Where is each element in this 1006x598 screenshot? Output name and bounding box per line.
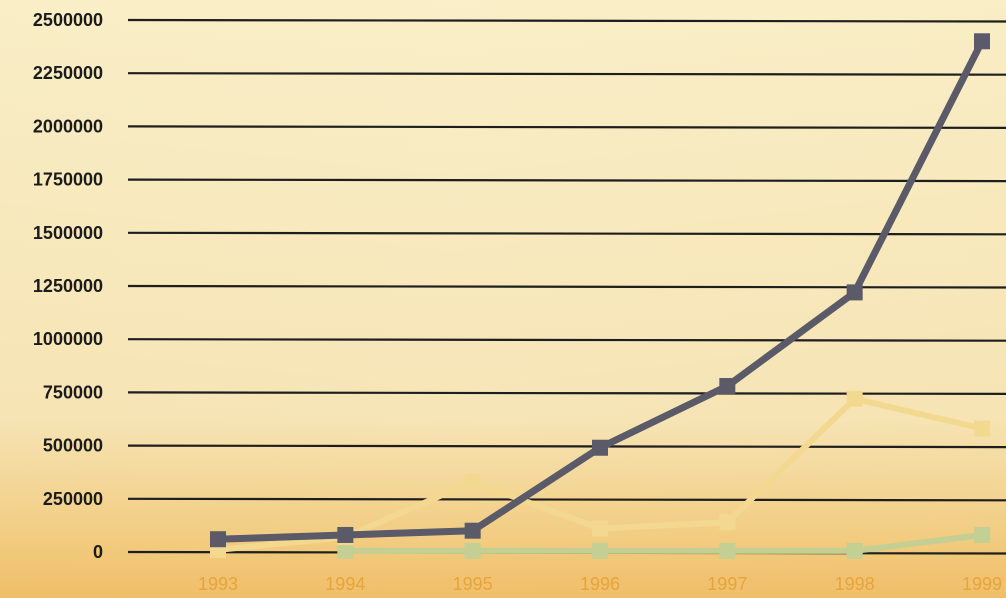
data-point-marker <box>337 542 354 559</box>
data-point-marker <box>846 390 863 407</box>
data-point-marker <box>719 542 736 559</box>
x-tick-label: 1996 <box>580 574 620 594</box>
x-tick-label: 1997 <box>707 574 747 594</box>
data-point-marker <box>464 542 481 559</box>
grid-line <box>127 284 1006 289</box>
grid-line <box>127 18 1006 23</box>
y-tick-label: 0 <box>93 542 103 562</box>
y-tick-label: 1500000 <box>33 223 103 243</box>
data-point-marker <box>592 542 608 559</box>
grid-line <box>127 497 1006 502</box>
y-tick-label: 750000 <box>43 382 103 402</box>
y-tick-label: 1250000 <box>33 276 103 296</box>
y-tick-label: 250000 <box>43 489 103 509</box>
grid-line <box>127 125 1006 129</box>
y-tick-label: 1000000 <box>33 329 103 349</box>
y-tick-label: 2000000 <box>33 116 103 136</box>
data-point-marker <box>974 526 990 543</box>
x-tick-label: 1999 <box>962 574 1002 594</box>
data-point-marker <box>846 284 863 301</box>
x-tick-label: 1993 <box>198 574 238 594</box>
x-axis-tick-labels: 1993 1994 1995 1996 1997 1998 1999 <box>198 574 1002 594</box>
y-tick-label: 2250000 <box>33 63 103 83</box>
data-point-marker <box>464 522 481 539</box>
x-tick-label: 1995 <box>453 574 493 594</box>
data-point-marker <box>337 526 354 543</box>
data-point-marker <box>210 531 226 548</box>
x-tick-label: 1998 <box>835 574 875 594</box>
data-point-marker <box>464 473 481 490</box>
series-3 <box>337 526 990 559</box>
grid-line <box>127 338 1006 342</box>
data-point-marker <box>592 520 608 537</box>
grid-line <box>127 231 1006 236</box>
grid-line <box>127 391 1006 395</box>
grid-lines <box>127 18 1006 555</box>
x-tick-label: 1994 <box>325 574 365 594</box>
series-1 <box>210 33 990 548</box>
grid-line <box>127 444 1006 449</box>
grid-line <box>127 72 1006 76</box>
data-point-marker <box>846 542 863 559</box>
y-axis-tick-labels: 2500000225000020000001750000150000012500… <box>33 10 103 562</box>
data-point-marker <box>974 420 990 437</box>
series-line <box>214 37 986 543</box>
data-point-marker <box>719 514 736 531</box>
y-tick-label: 2500000 <box>33 10 103 30</box>
data-series <box>210 33 990 559</box>
y-tick-label: 1750000 <box>33 170 103 190</box>
data-point-marker <box>719 378 736 395</box>
data-point-marker <box>592 439 608 456</box>
data-point-marker <box>974 33 990 50</box>
series-line <box>342 531 985 554</box>
grid-line <box>127 178 1006 183</box>
y-tick-label: 500000 <box>43 436 103 456</box>
